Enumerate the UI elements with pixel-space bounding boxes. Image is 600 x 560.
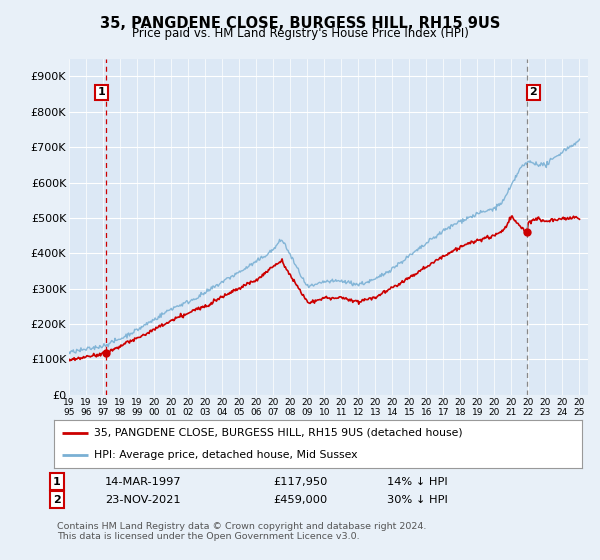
Text: 1: 1 — [53, 477, 61, 487]
Text: 2: 2 — [529, 87, 537, 97]
Text: 35, PANGDENE CLOSE, BURGESS HILL, RH15 9US: 35, PANGDENE CLOSE, BURGESS HILL, RH15 9… — [100, 16, 500, 31]
Text: £459,000: £459,000 — [273, 494, 327, 505]
Text: 14-MAR-1997: 14-MAR-1997 — [105, 477, 182, 487]
Text: 2: 2 — [53, 494, 61, 505]
Text: Contains HM Land Registry data © Crown copyright and database right 2024.
This d: Contains HM Land Registry data © Crown c… — [57, 522, 427, 542]
Text: HPI: Average price, detached house, Mid Sussex: HPI: Average price, detached house, Mid … — [94, 450, 357, 460]
Text: 14% ↓ HPI: 14% ↓ HPI — [387, 477, 448, 487]
Text: Price paid vs. HM Land Registry's House Price Index (HPI): Price paid vs. HM Land Registry's House … — [131, 27, 469, 40]
Text: £117,950: £117,950 — [273, 477, 328, 487]
Text: 1: 1 — [98, 87, 106, 97]
Text: 30% ↓ HPI: 30% ↓ HPI — [387, 494, 448, 505]
Text: 23-NOV-2021: 23-NOV-2021 — [105, 494, 181, 505]
Text: 35, PANGDENE CLOSE, BURGESS HILL, RH15 9US (detached house): 35, PANGDENE CLOSE, BURGESS HILL, RH15 9… — [94, 428, 462, 438]
